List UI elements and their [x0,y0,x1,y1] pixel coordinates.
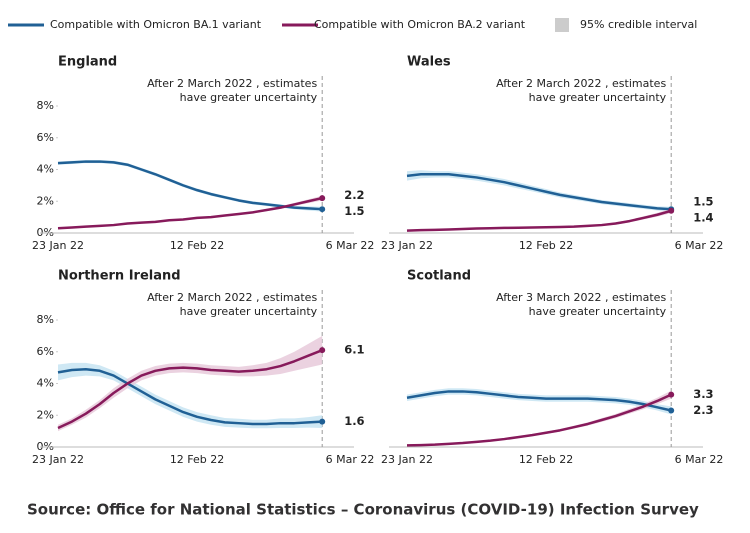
series-line [406,390,672,412]
end-point [668,391,675,398]
series-line [57,349,323,430]
y-tick-label: 2% [37,194,54,207]
end-label: 2.3 [693,403,713,417]
panel-title: Scotland [407,269,471,284]
annotation: After 2 March 2022 , estimates [147,291,317,304]
annotation: After 2 March 2022 , estimates [496,77,666,90]
end-point [319,418,326,425]
annotation: have greater uncertainty [529,305,667,318]
end-point [319,347,326,354]
x-tick-label: 12 Feb 22 [519,239,573,252]
panel-title: Northern Ireland [58,269,181,284]
y-tick-label: 4% [37,377,54,390]
x-tick-label: 23 Jan 22 [32,453,84,466]
x-tick-label: 6 Mar 22 [675,239,724,252]
end-label: 1.5 [344,204,364,218]
series-line [57,367,323,426]
end-point [668,207,675,214]
end-label: 1.5 [693,194,713,208]
legend-label: Compatible with Omicron BA.2 variant [314,18,526,31]
credible-interval [58,362,323,429]
end-point [668,407,675,414]
annotation: have greater uncertainty [180,305,318,318]
y-tick-label: 8% [37,99,54,112]
end-point [319,195,326,202]
credible-interval [58,159,323,212]
series-line [57,196,323,230]
x-tick-label: 23 Jan 22 [32,239,84,252]
series-line [406,209,672,232]
y-tick-label: 8% [37,313,54,326]
y-tick-label: 6% [37,345,54,358]
x-tick-label: 12 Feb 22 [170,239,224,252]
end-label: 6.1 [344,343,364,357]
x-tick-label: 6 Mar 22 [326,239,375,252]
x-tick-label: 23 Jan 22 [381,453,433,466]
end-label: 1.6 [344,414,364,428]
panel-title: Wales [407,55,451,70]
x-tick-label: 12 Feb 22 [170,453,224,466]
end-label: 2.2 [344,188,364,202]
source-note: Source: Office for National Statistics –… [27,501,699,519]
series-line [57,160,323,211]
annotation: have greater uncertainty [180,91,318,104]
end-label: 3.3 [693,387,713,401]
y-tick-label: 2% [37,408,54,421]
x-tick-label: 6 Mar 22 [326,453,375,466]
end-label: 1.4 [693,210,713,224]
annotation: After 2 March 2022 , estimates [147,77,317,90]
series-line [406,173,672,211]
x-tick-label: 6 Mar 22 [675,453,724,466]
annotation: have greater uncertainty [529,91,667,104]
series-line [406,393,672,447]
legend-swatch [555,18,569,32]
y-tick-label: 4% [37,163,54,176]
panel-title: England [58,55,117,70]
y-tick-label: 6% [37,131,54,144]
legend-label: 95% credible interval [580,18,697,31]
end-point [319,206,326,213]
x-tick-label: 23 Jan 22 [381,239,433,252]
legend-label: Compatible with Omicron BA.1 variant [50,18,262,31]
x-tick-label: 12 Feb 22 [519,453,573,466]
credible-interval [407,388,672,415]
annotation: After 3 March 2022 , estimates [496,291,666,304]
